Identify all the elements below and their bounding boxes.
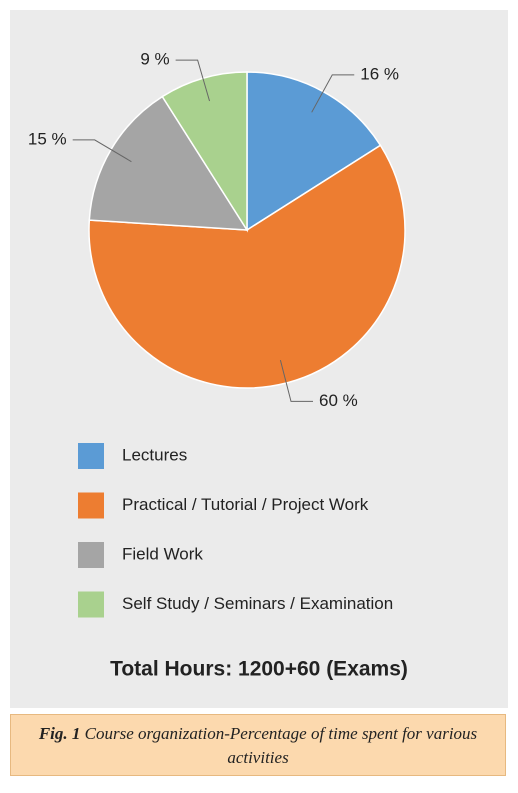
- total-hours: Total Hours: 1200+60 (Exams): [110, 658, 408, 681]
- data-label: 16 %: [360, 64, 399, 83]
- legend-swatch: [78, 443, 104, 469]
- leader-line: [175, 59, 211, 102]
- chart: Total Hours: 1200+60 (Exams) 16 % Lecture…: [28, 50, 408, 681]
- data-label: 60 %: [319, 391, 358, 410]
- legend-swatch: [78, 591, 104, 618]
- legend-label: Self Study / Seminars / Examination: [122, 594, 393, 613]
- caption-label: Fig. 1: [38, 724, 81, 743]
- legend-swatch: [78, 492, 104, 519]
- leader-line: [72, 139, 132, 163]
- leader-line: [311, 74, 355, 113]
- legend-swatch: [78, 542, 104, 568]
- caption: Fig. 1 Course organization-Percentage of…: [10, 714, 506, 776]
- legend-label: Lectures: [122, 445, 187, 464]
- legend-label: Field Work: [122, 544, 203, 563]
- data-label: 15 %: [28, 129, 67, 148]
- caption-text: Course organization-Percentage of time s…: [84, 724, 478, 767]
- legend-label: Practical / Tutorial / Project Work: [122, 495, 369, 514]
- data-label: 9 %: [140, 50, 169, 69]
- leader-line: [279, 359, 314, 402]
